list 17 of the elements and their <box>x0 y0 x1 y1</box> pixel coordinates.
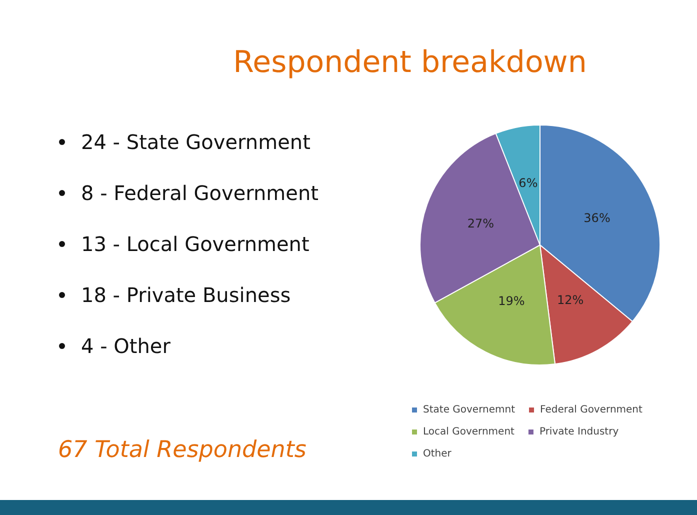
data-label: 36% <box>584 211 610 226</box>
text: 18 - Private Business <box>80 283 292 309</box>
data-label: 19% <box>498 294 525 308</box>
text: 8 - Federal Government <box>80 181 318 207</box>
data-label: 6% <box>518 176 538 190</box>
text: 13 - Local Government <box>80 232 310 258</box>
data-label: 27% <box>467 216 494 231</box>
data-label: 12% <box>557 293 584 308</box>
legend-label: Other <box>423 448 452 460</box>
legend-label: Federal Government <box>540 404 643 416</box>
legend-label: Private Industry <box>539 426 619 438</box>
legend-label: State Governemnt <box>423 404 516 416</box>
legend-label: Local Government <box>423 426 515 438</box>
chart-title: Respondent breakdown <box>232 45 588 80</box>
text: 4 - Other <box>80 334 172 360</box>
text: 67 Total Respondents <box>58 437 306 463</box>
text: 24 - State Government <box>80 130 312 156</box>
